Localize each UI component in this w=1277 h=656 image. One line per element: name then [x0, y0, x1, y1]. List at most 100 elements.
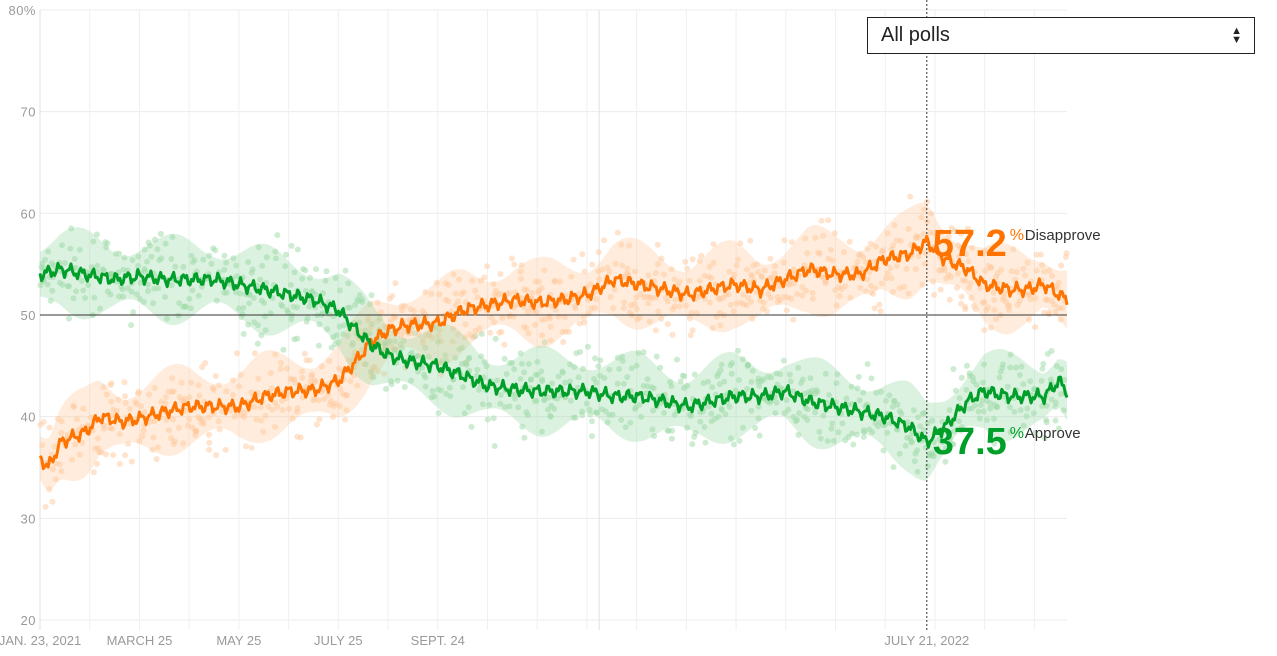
- poll-point: [850, 441, 857, 448]
- poll-point: [476, 386, 482, 393]
- poll-point: [148, 253, 155, 260]
- disapprove-value: 57.2: [933, 223, 1007, 265]
- poll-point: [555, 373, 562, 380]
- poll-point: [650, 385, 657, 392]
- poll-point: [521, 304, 528, 311]
- poll-point: [169, 416, 176, 423]
- y-tick-label: 60: [21, 206, 36, 221]
- poll-point: [422, 383, 429, 390]
- poll-point: [386, 338, 393, 345]
- poll-point: [915, 253, 922, 260]
- poll-point: [368, 369, 375, 376]
- poll-point: [304, 315, 311, 322]
- poll-point: [618, 417, 625, 423]
- poll-point: [133, 291, 140, 298]
- poll-point: [1032, 324, 1039, 331]
- poll-point: [272, 255, 279, 262]
- poll-point: [676, 278, 683, 285]
- poll-point: [51, 262, 57, 269]
- poll-point: [230, 377, 236, 384]
- poll-point: [627, 309, 633, 316]
- poll-point: [1041, 268, 1048, 275]
- poll-point: [110, 452, 116, 458]
- poll-point: [456, 276, 462, 283]
- poll-point: [921, 206, 928, 213]
- poll-point: [316, 321, 323, 328]
- poll-point: [432, 324, 439, 331]
- poll-point: [756, 432, 763, 439]
- poll-point: [175, 424, 182, 431]
- poll-point: [388, 381, 395, 388]
- poll-point: [913, 233, 920, 240]
- poll-point: [562, 379, 569, 386]
- poll-point: [133, 401, 140, 407]
- poll-point: [187, 305, 194, 312]
- poll-point: [546, 315, 553, 322]
- poll-point: [682, 258, 689, 265]
- poll-filter-select[interactable]: All polls ▲ ▼: [867, 17, 1255, 54]
- poll-point: [857, 284, 864, 291]
- poll-point: [568, 273, 575, 280]
- poll-point: [414, 353, 421, 360]
- poll-point: [968, 294, 975, 301]
- poll-point: [313, 266, 319, 273]
- poll-point: [66, 315, 72, 322]
- poll-point: [948, 273, 955, 280]
- poll-point: [730, 441, 737, 448]
- poll-point: [646, 318, 653, 325]
- poll-point: [336, 323, 343, 330]
- poll-point: [799, 284, 806, 291]
- poll-point: [465, 404, 472, 411]
- poll-point: [162, 394, 169, 400]
- poll-point: [71, 256, 78, 262]
- poll-point: [645, 300, 652, 307]
- poll-point: [528, 376, 534, 383]
- poll-point: [136, 388, 142, 395]
- poll-point: [897, 237, 904, 244]
- poll-point: [154, 444, 161, 451]
- poll-point: [76, 451, 83, 458]
- poll-point: [702, 439, 709, 446]
- poll-point: [958, 230, 965, 237]
- poll-point: [188, 252, 195, 259]
- poll-point: [121, 254, 128, 261]
- poll-point: [547, 337, 554, 344]
- poll-point: [636, 314, 643, 321]
- poll-point: [230, 391, 236, 398]
- poll-point: [175, 312, 182, 319]
- poll-point: [410, 308, 417, 314]
- poll-point: [73, 288, 80, 295]
- poll-point: [170, 441, 177, 447]
- poll-point: [523, 325, 530, 332]
- poll-point: [632, 268, 638, 275]
- poll-point: [601, 375, 608, 381]
- poll-point: [517, 376, 524, 382]
- poll-point: [142, 268, 149, 275]
- poll-point: [754, 269, 761, 276]
- poll-point: [957, 245, 964, 251]
- poll-point: [969, 244, 976, 251]
- poll-point: [145, 281, 151, 288]
- poll-point: [362, 361, 369, 368]
- approve-value: 37.5: [933, 421, 1007, 463]
- poll-point: [767, 294, 774, 301]
- poll-point: [116, 461, 123, 467]
- poll-point: [726, 268, 733, 275]
- poll-point: [794, 291, 801, 298]
- poll-point: [72, 264, 79, 271]
- poll-point: [749, 315, 756, 322]
- poll-point: [136, 438, 143, 444]
- poll-point: [213, 297, 220, 304]
- poll-point: [653, 353, 660, 360]
- poll-point: [683, 302, 689, 309]
- poll-point: [689, 256, 696, 263]
- poll-point: [326, 357, 333, 364]
- poll-point: [400, 337, 407, 344]
- poll-point: [128, 288, 135, 295]
- poll-point: [783, 307, 790, 314]
- poll-point: [534, 358, 541, 365]
- poll-point: [195, 414, 202, 421]
- poll-point: [1022, 272, 1028, 279]
- poll-point: [664, 321, 671, 328]
- poll-point: [301, 350, 308, 357]
